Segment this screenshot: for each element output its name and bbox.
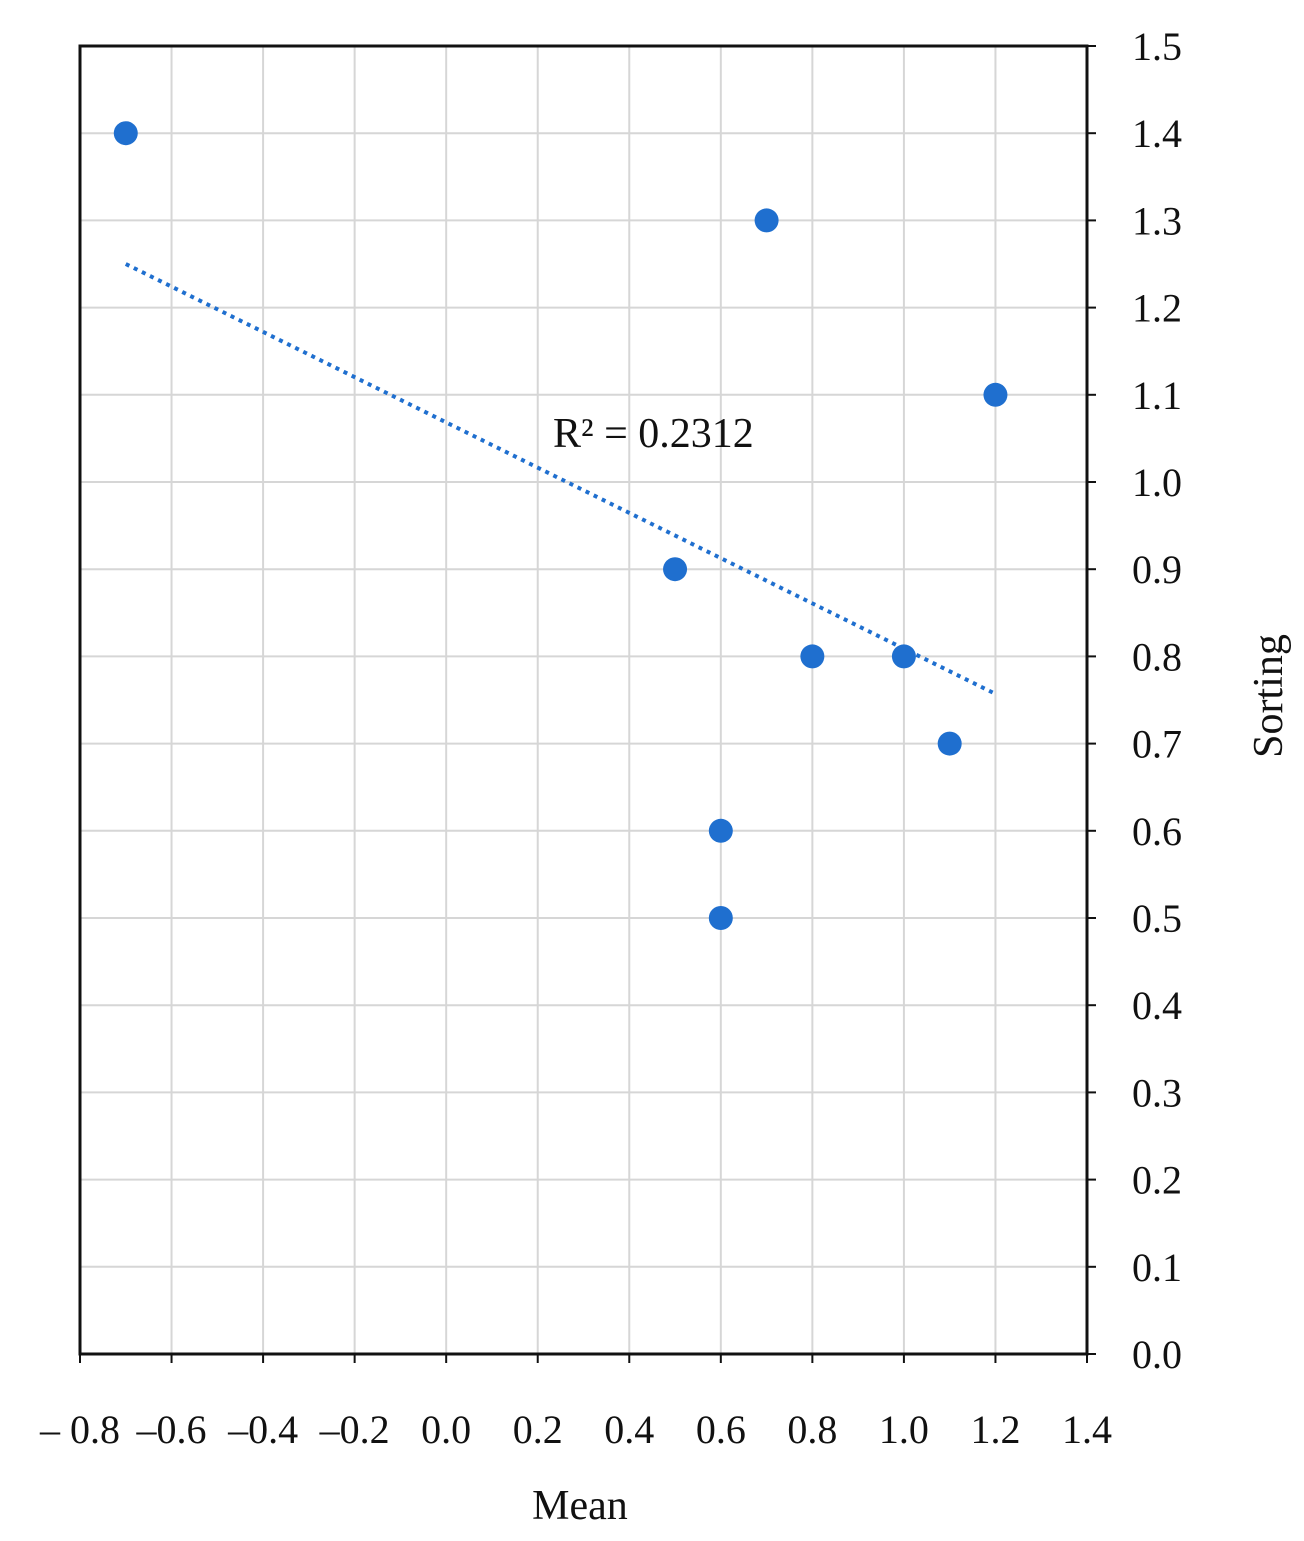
points-layer xyxy=(113,121,1008,930)
y-tick-label: 1.5 xyxy=(1132,24,1182,69)
x-tick-label: 0.2 xyxy=(513,1407,563,1452)
x-tick-label: 1.4 xyxy=(1062,1407,1112,1452)
grid xyxy=(79,45,1088,1355)
y-tick-label: 0.1 xyxy=(1132,1245,1182,1290)
data-point xyxy=(708,818,733,843)
data-point xyxy=(663,557,688,582)
trendline-layer xyxy=(124,262,997,696)
y-tick-label: 0.4 xyxy=(1132,983,1182,1028)
y-tick-label: 0.3 xyxy=(1132,1070,1182,1115)
data-point xyxy=(708,906,733,930)
r-squared-annotation: R² = 0.2312 xyxy=(553,411,754,457)
data-point xyxy=(113,121,138,146)
y-tick-label: 1.4 xyxy=(1132,111,1182,156)
y-tick-label: 0.6 xyxy=(1132,809,1182,854)
x-tick-label: 0.8 xyxy=(787,1407,837,1452)
x-tick-label: 0.0 xyxy=(421,1407,471,1452)
x-tick-label: – 0.8 xyxy=(39,1407,120,1452)
x-axis: – 0.8 –0.6 –0.4 –0.2 0.0 0.2 0.4 0.6 0.8 1.0 1.2 1.… xyxy=(39,1354,1112,1452)
y-axis-title: Sorting xyxy=(1246,634,1292,758)
data-point xyxy=(754,208,779,233)
y-tick-label: 0.2 xyxy=(1132,1158,1182,1203)
x-tick-label: –0.2 xyxy=(319,1407,390,1452)
x-tick-label: 1.2 xyxy=(970,1407,1020,1452)
y-tick-label: 1.3 xyxy=(1132,198,1182,243)
y-axis: 0.0 0.1 0.2 0.3 0.4 0.5 0.6 0.7 0.8 0.9 1.0 1.1 1.2 1… xyxy=(1087,24,1182,1377)
y-tick-label: 1.1 xyxy=(1132,373,1182,418)
data-point xyxy=(983,382,1008,407)
x-tick-label: 0.6 xyxy=(696,1407,746,1452)
y-tick-label: 0.9 xyxy=(1132,547,1182,592)
x-tick-label: –0.4 xyxy=(227,1407,298,1452)
data-point xyxy=(891,644,916,669)
data-point xyxy=(800,644,825,669)
x-tick-label: 0.4 xyxy=(604,1407,654,1452)
y-tick-label: 0.5 xyxy=(1132,896,1182,941)
y-tick-label: 0.8 xyxy=(1132,634,1182,679)
y-tick-label: 1.2 xyxy=(1132,286,1182,331)
y-tick-label: 0.7 xyxy=(1132,722,1182,767)
data-point xyxy=(937,731,962,756)
x-tick-label: –0.6 xyxy=(136,1407,207,1452)
x-tick-label: 1.0 xyxy=(879,1407,929,1452)
trendline xyxy=(124,262,997,696)
plot-frame xyxy=(78,44,1089,1356)
y-tick-label: 1.0 xyxy=(1132,460,1182,505)
x-axis-title: Mean xyxy=(532,1483,628,1529)
y-tick-label: 0.0 xyxy=(1132,1332,1182,1377)
